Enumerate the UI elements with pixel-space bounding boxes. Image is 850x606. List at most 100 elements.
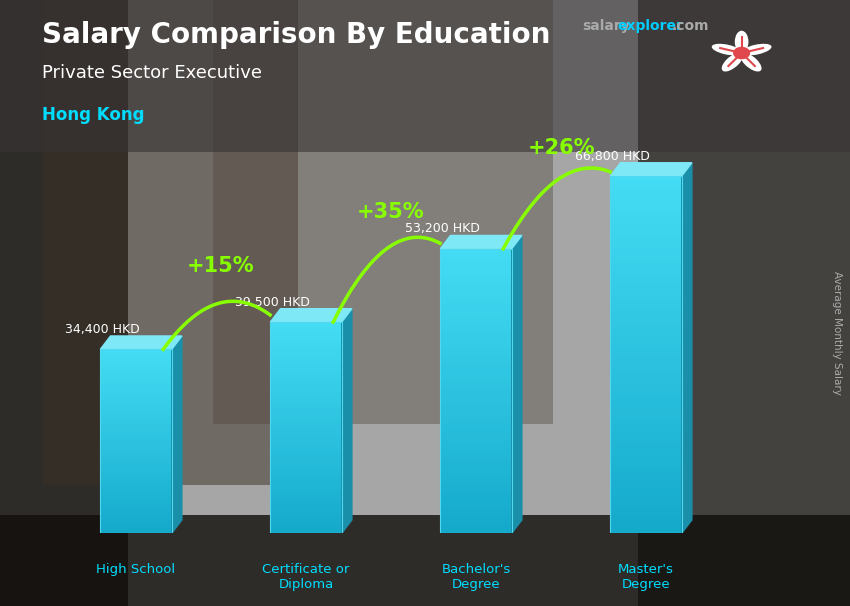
- Bar: [610, 242, 682, 247]
- Bar: [440, 481, 512, 486]
- Text: Average Monthly Salary: Average Monthly Salary: [832, 271, 842, 395]
- Bar: [270, 428, 342, 431]
- Bar: [440, 500, 512, 505]
- Text: Bachelor's
Degree: Bachelor's Degree: [441, 563, 511, 591]
- Bar: [100, 389, 172, 392]
- Bar: [440, 362, 512, 367]
- Bar: [610, 283, 682, 289]
- Text: High School: High School: [96, 563, 176, 576]
- Bar: [440, 249, 512, 253]
- Text: salary: salary: [582, 19, 630, 33]
- Bar: [440, 524, 512, 528]
- Bar: [100, 524, 172, 527]
- Bar: [100, 371, 172, 374]
- Text: Private Sector Executive: Private Sector Executive: [42, 64, 263, 82]
- Bar: [610, 265, 682, 271]
- Bar: [100, 515, 172, 518]
- Polygon shape: [172, 336, 182, 533]
- Bar: [100, 349, 172, 533]
- Bar: [610, 218, 682, 224]
- Bar: [610, 402, 682, 408]
- Bar: [610, 521, 682, 527]
- Bar: [270, 494, 342, 498]
- Bar: [270, 329, 342, 333]
- Polygon shape: [270, 308, 352, 322]
- Bar: [610, 527, 682, 533]
- Bar: [270, 371, 342, 375]
- Bar: [440, 476, 512, 481]
- Bar: [610, 194, 682, 200]
- Bar: [610, 212, 682, 218]
- Bar: [270, 396, 342, 399]
- Bar: [270, 325, 342, 329]
- Bar: [270, 512, 342, 516]
- Bar: [100, 509, 172, 512]
- Text: explorer: explorer: [617, 19, 683, 33]
- Bar: [100, 408, 172, 411]
- Bar: [610, 176, 682, 533]
- Bar: [440, 301, 512, 305]
- Bar: [100, 411, 172, 414]
- Circle shape: [734, 47, 750, 59]
- Bar: [270, 414, 342, 417]
- Bar: [440, 325, 512, 330]
- Bar: [270, 467, 342, 470]
- Bar: [100, 392, 172, 395]
- Text: 53,200 HKD: 53,200 HKD: [405, 222, 479, 236]
- Bar: [440, 415, 512, 419]
- Bar: [100, 398, 172, 401]
- Bar: [610, 504, 682, 510]
- Bar: [610, 355, 682, 361]
- Polygon shape: [682, 163, 692, 533]
- Bar: [610, 396, 682, 402]
- Bar: [610, 295, 682, 301]
- Bar: [270, 410, 342, 413]
- Bar: [270, 340, 342, 343]
- Bar: [610, 247, 682, 253]
- Bar: [100, 420, 172, 423]
- Bar: [100, 380, 172, 383]
- Bar: [440, 291, 512, 296]
- Bar: [100, 377, 172, 380]
- Bar: [100, 362, 172, 365]
- Bar: [440, 453, 512, 458]
- Bar: [440, 391, 512, 396]
- Bar: [100, 441, 172, 444]
- Bar: [440, 458, 512, 462]
- Bar: [610, 485, 682, 491]
- Bar: [270, 519, 342, 523]
- Bar: [610, 415, 682, 420]
- Bar: [100, 499, 172, 502]
- Bar: [440, 353, 512, 358]
- Bar: [100, 395, 172, 398]
- Ellipse shape: [740, 53, 762, 72]
- Bar: [100, 460, 172, 463]
- Bar: [270, 445, 342, 449]
- Bar: [440, 344, 512, 348]
- Bar: [100, 429, 172, 432]
- Bar: [440, 315, 512, 320]
- Bar: [610, 432, 682, 438]
- Bar: [270, 516, 342, 519]
- Bar: [440, 320, 512, 325]
- Bar: [270, 421, 342, 424]
- Bar: [270, 452, 342, 456]
- Bar: [440, 410, 512, 415]
- Bar: [440, 278, 512, 282]
- Bar: [100, 490, 172, 493]
- Bar: [610, 510, 682, 516]
- Bar: [100, 447, 172, 450]
- Bar: [440, 443, 512, 448]
- Bar: [100, 469, 172, 472]
- Bar: [270, 393, 342, 396]
- Bar: [610, 307, 682, 313]
- Bar: [100, 353, 172, 356]
- Bar: [270, 442, 342, 445]
- Bar: [270, 403, 342, 407]
- Bar: [270, 523, 342, 526]
- Bar: [270, 322, 342, 325]
- Bar: [610, 367, 682, 373]
- Bar: [440, 273, 512, 278]
- Ellipse shape: [711, 44, 742, 55]
- Bar: [100, 481, 172, 484]
